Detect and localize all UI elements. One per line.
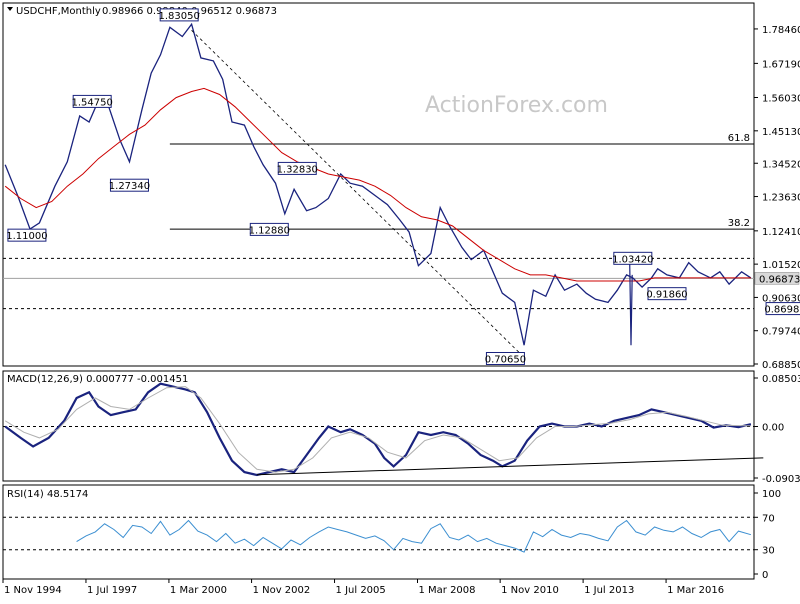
annotation-box-1.27340	[109, 178, 149, 192]
level-label-61.8: 61.8	[728, 133, 750, 144]
price-series	[4, 22, 752, 358]
annotation-text-1.32830: 1.32830	[277, 164, 318, 175]
x-axis: 1 Nov 1994 1 Jul 1997 1 Mar 2000 1 Nov 2002…	[2, 579, 724, 596]
annotation-1.32830: 1.32830	[277, 161, 318, 175]
x-tick-label: 1 Nov 1994	[4, 585, 62, 596]
rsi-y-tick-label: 0	[762, 570, 768, 581]
rsi-panel-frame	[2, 484, 755, 580]
rsi-line	[76, 519, 752, 553]
rsi-y-tick-label: 100	[762, 489, 781, 500]
macd-trendline-line	[256, 457, 764, 476]
annotation-text-0.86980: 0.86980	[764, 305, 800, 316]
header-dropdown-icon[interactable]	[7, 7, 13, 11]
annotation-1.03420: 1.03420	[612, 251, 654, 265]
rsi-y-axis: 100 70 30 0	[754, 489, 781, 581]
annotation-1.27340: 1.27340	[109, 178, 150, 192]
annotation-box-0.86980	[765, 302, 800, 316]
current-price-label: 0.96873	[759, 274, 800, 285]
x-tick-label: 1 Mar 2000	[170, 585, 227, 596]
price-y-tick-label: 0.79740	[762, 327, 800, 338]
annotation-0.91860: 0.91860	[646, 287, 688, 301]
x-tick-label: 1 Nov 2010	[501, 585, 559, 596]
rsi-title: RSI(14) 48.5174	[7, 489, 88, 500]
annotation-text-1.03420: 1.03420	[612, 254, 653, 265]
annotation-text-1.27340: 1.27340	[109, 181, 150, 192]
rsi-y-tick-label: 30	[762, 546, 775, 557]
price-y-tick-label: 1.67190	[762, 59, 800, 70]
macd-macd-line	[4, 382, 752, 477]
ma-line	[4, 87, 751, 282]
annotation-text-1.11000: 1.11000	[6, 231, 47, 242]
price-y-axis: 1.78460 1.67190 1.56030 1.45130 1.34520 1.236…	[754, 25, 800, 371]
macd-series	[3, 382, 764, 477]
header: USDCHF,Monthly 0.98966 0.99840 0.96512 0…	[7, 6, 277, 17]
spike-line	[629, 262, 633, 346]
annotation-box-0.70650	[485, 351, 525, 365]
x-tick-label: 1 Jul 2013	[584, 585, 634, 596]
annotation-box-1.32830	[277, 161, 317, 175]
annotation-1.54750: 1.54750	[71, 94, 113, 108]
macd-y-tick-label: -0.090302	[762, 474, 800, 485]
macd-y-tick-label: 0.00	[762, 422, 784, 433]
annotation-text-0.91860: 0.91860	[646, 290, 687, 301]
macd-title: MACD(12,26,9) 0.000777 -0.001451	[7, 374, 188, 385]
annotation-text-1.83050: 1.83050	[158, 11, 199, 22]
annotation-box-1.83050	[159, 8, 199, 22]
x-tick-label: 1 Jul 2005	[336, 585, 386, 596]
header-symbol: USDCHF,Monthly	[16, 6, 101, 17]
rsi-series	[3, 516, 754, 553]
x-tick-label: 1 Mar 2016	[667, 585, 724, 596]
macd-signal-line	[4, 386, 751, 473]
annotation-box-1.03420	[613, 251, 653, 265]
current-price-box	[754, 272, 800, 285]
price-y-tick-label: 1.12410	[762, 227, 800, 238]
price-y-tick-label: 1.45130	[762, 127, 800, 138]
rsi-y-tick-label: 70	[762, 513, 775, 524]
annotation-0.70650: 0.70650	[485, 351, 526, 365]
price-annotations: 1.83050 1.54750 1.27340 1.11000 1.32830 1.128…	[6, 8, 800, 365]
price-y-tick-label: 1.56030	[762, 94, 800, 105]
price-y-tick-label: 1.34520	[762, 159, 800, 170]
macd-y-tick-label: 0.085032	[762, 374, 800, 385]
annotation-1.83050: 1.83050	[158, 8, 200, 22]
price-y-tick-label: 1.23630	[762, 193, 800, 204]
x-tick-label: 1 Jul 1997	[87, 585, 137, 596]
watermark: ActionForex.com	[425, 93, 608, 118]
price-line	[4, 22, 752, 346]
annotation-text-0.70650: 0.70650	[485, 354, 526, 365]
annotation-text-1.12880: 1.12880	[249, 225, 290, 236]
x-tick-label: 1 Mar 2008	[418, 585, 475, 596]
annotation-1.11000: 1.11000	[6, 228, 48, 242]
macd-y-axis: 0.085032 0.00 -0.090302	[754, 374, 800, 485]
annotation-box-1.54750	[72, 94, 112, 108]
annotation-box-1.11000	[7, 228, 47, 242]
annotation-text-1.54750: 1.54750	[71, 97, 112, 108]
price-y-tick-label: 1.78460	[762, 25, 800, 36]
annotation-0.86980: 0.86980	[764, 302, 800, 316]
price-y-tick-label: 0.90630	[762, 293, 800, 304]
x-tick-label: 1 Nov 2002	[253, 585, 311, 596]
annotation-box-1.12880	[249, 222, 289, 236]
current-price-marker: 0.96873	[754, 272, 800, 285]
price-y-tick-label: 1.01520	[762, 260, 800, 271]
annotation-box-0.91860	[647, 287, 687, 301]
price-y-tick-label: 0.68850	[762, 360, 800, 371]
level-label-38.2: 38.2	[728, 218, 750, 229]
annotation-1.12880: 1.12880	[249, 222, 290, 236]
